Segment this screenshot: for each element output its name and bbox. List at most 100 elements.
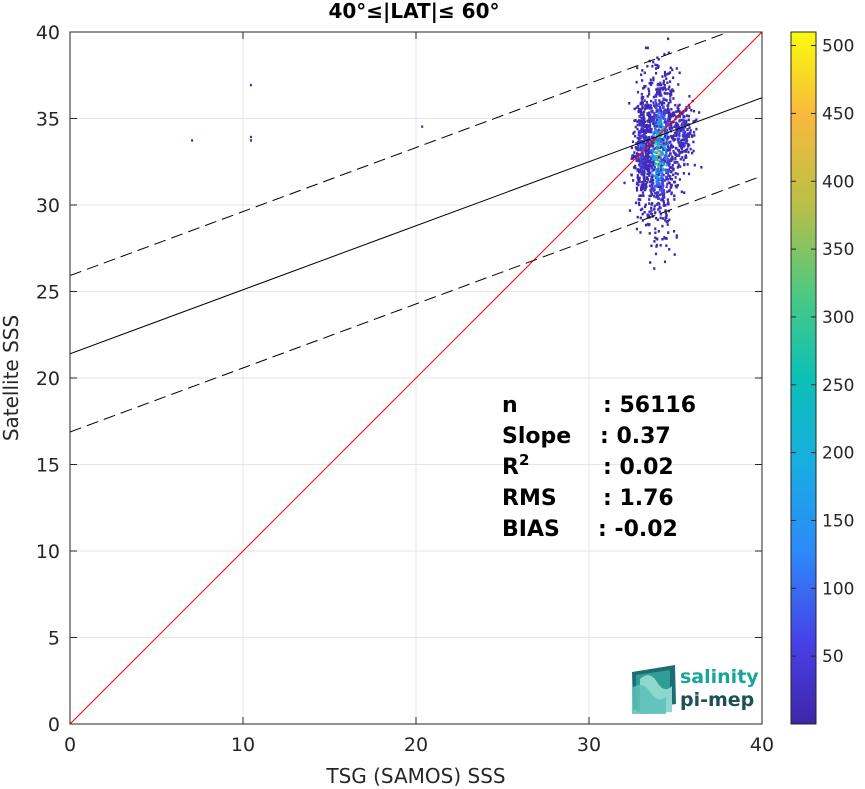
- density-point: [651, 184, 654, 188]
- density-point: [675, 153, 678, 157]
- density-point: [661, 186, 664, 189]
- density-point: [667, 136, 670, 139]
- density-point: [652, 60, 655, 64]
- density-point: [684, 154, 687, 157]
- density-point: [665, 244, 668, 247]
- density-point: [630, 173, 633, 177]
- density-point: [651, 64, 654, 68]
- density-point: [664, 219, 667, 222]
- density-point: [634, 201, 638, 205]
- density-point: [678, 144, 681, 148]
- density-point: [652, 118, 656, 122]
- density-point: [642, 176, 645, 180]
- density-point: [679, 151, 682, 155]
- line-fit: [70, 97, 762, 355]
- density-point: [666, 202, 669, 206]
- density-point: [659, 212, 662, 216]
- density-point: [661, 197, 664, 200]
- density-point: [659, 89, 662, 92]
- density-point: [651, 144, 654, 148]
- density-point: [661, 177, 665, 181]
- density-point: [655, 101, 658, 105]
- density-point: [639, 113, 643, 117]
- density-point: [661, 162, 664, 165]
- density-point: [638, 180, 641, 184]
- density-point: [657, 146, 660, 150]
- density-point: [640, 163, 643, 166]
- density-point: [636, 136, 639, 140]
- density-point: [666, 219, 669, 223]
- density-point: [654, 176, 658, 179]
- density-point: [646, 153, 649, 157]
- density-point: [639, 188, 643, 192]
- density-point: [657, 182, 660, 185]
- density-point: [646, 95, 649, 98]
- density-point: [662, 159, 665, 163]
- density-point: [650, 192, 654, 196]
- density-point: [634, 125, 637, 129]
- density-point: [676, 183, 679, 187]
- density-point: [682, 172, 685, 175]
- density-point: [643, 99, 646, 102]
- density-point: [680, 147, 683, 151]
- density-point: [654, 158, 657, 161]
- density-point: [650, 130, 653, 134]
- density-point: [655, 195, 658, 199]
- density-point: [643, 120, 647, 124]
- density-point: [643, 107, 646, 111]
- density-point: [672, 97, 675, 100]
- density-point: [668, 111, 671, 115]
- density-point: [648, 81, 651, 85]
- density-point: [648, 210, 651, 214]
- density-point: [657, 114, 660, 117]
- density-point: [676, 137, 680, 141]
- density-point: [644, 203, 647, 207]
- density-point: [676, 106, 679, 110]
- density-point: [652, 120, 655, 124]
- density-point: [643, 132, 646, 136]
- density-point: [668, 148, 672, 152]
- density-point: [642, 114, 645, 117]
- density-point: [650, 209, 653, 212]
- x-tick-label: 40: [750, 734, 774, 756]
- density-point: [651, 81, 654, 85]
- density-point: [673, 113, 676, 117]
- density-point: [645, 149, 648, 153]
- density-point: [665, 178, 668, 181]
- density-point: [640, 92, 643, 96]
- density-point: [647, 148, 650, 151]
- density-point: [668, 189, 671, 192]
- density-point: [671, 114, 674, 118]
- density-point: [659, 87, 662, 90]
- density-point: [642, 159, 645, 163]
- density-point: [683, 143, 686, 147]
- density-point: [632, 132, 635, 135]
- density-point: [639, 110, 643, 113]
- density-point: [665, 133, 669, 137]
- density-point: [664, 108, 667, 112]
- density-point: [660, 109, 663, 113]
- density-point: [652, 182, 655, 185]
- x-axis-label: TSG (SAMOS) SSS: [325, 764, 505, 788]
- density-point: [641, 69, 644, 72]
- wave-stack-icon: [632, 665, 676, 714]
- density-point: [668, 218, 671, 222]
- density-point: [662, 193, 665, 196]
- density-point: [681, 112, 684, 116]
- density-point: [644, 130, 647, 134]
- density-point: [643, 117, 646, 121]
- density-point: [644, 182, 648, 186]
- density-point: [661, 88, 665, 91]
- density-point: [667, 114, 670, 118]
- density-point: [660, 103, 664, 107]
- density-point: [641, 161, 644, 164]
- density-point: [640, 172, 643, 176]
- density-point: [648, 125, 651, 129]
- density-point: [666, 172, 670, 176]
- density-point: [667, 149, 670, 152]
- density-point: [655, 88, 658, 91]
- density-point: [639, 112, 643, 115]
- density-point: [659, 206, 662, 210]
- density-point: [668, 113, 671, 116]
- density-point: [648, 145, 651, 149]
